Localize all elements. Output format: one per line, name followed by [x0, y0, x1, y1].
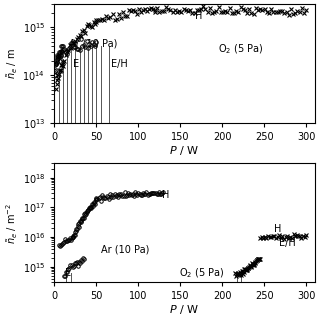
Text: O$_2$ (5 Pa): O$_2$ (5 Pa) — [179, 266, 224, 280]
Text: E/H: E/H — [111, 59, 128, 68]
X-axis label: $P$ / W: $P$ / W — [169, 303, 200, 316]
X-axis label: $P$ / W: $P$ / W — [169, 144, 200, 156]
Text: H: H — [196, 11, 203, 20]
Text: H: H — [274, 224, 282, 234]
Text: Ar (10 Pa): Ar (10 Pa) — [69, 38, 118, 48]
Text: E: E — [65, 268, 71, 278]
Text: H: H — [162, 190, 169, 200]
Y-axis label: $\tilde{n}_e$ / m$^{-2}$: $\tilde{n}_e$ / m$^{-2}$ — [4, 202, 20, 244]
Text: E: E — [73, 59, 79, 68]
Text: O$_2$ (5 Pa): O$_2$ (5 Pa) — [218, 42, 263, 56]
Text: Ar (10 Pa): Ar (10 Pa) — [100, 245, 149, 255]
Y-axis label: $\tilde{n}_e$ / m: $\tilde{n}_e$ / m — [5, 48, 20, 79]
Text: E/H: E/H — [278, 238, 295, 248]
